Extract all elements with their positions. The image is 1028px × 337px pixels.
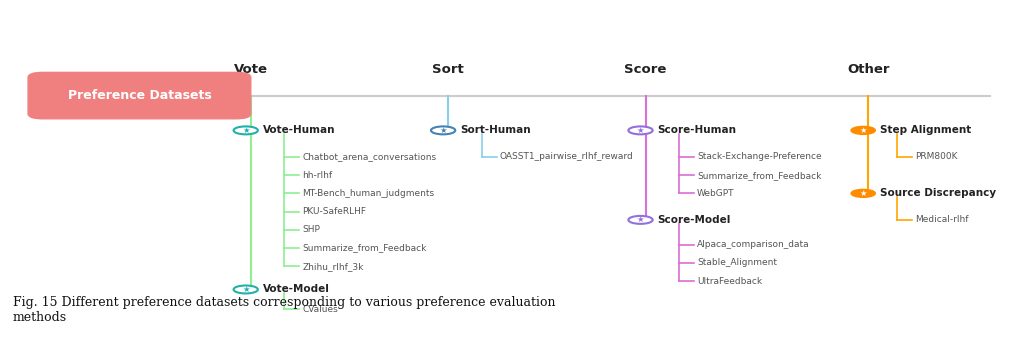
Text: ★: ★ (439, 126, 447, 135)
Circle shape (851, 189, 876, 197)
Text: WebGPT: WebGPT (697, 189, 735, 198)
Text: SHP: SHP (302, 225, 321, 234)
Text: PKU-SafeRLHF: PKU-SafeRLHF (302, 207, 366, 216)
Text: OASST1_pairwise_rlhf_reward: OASST1_pairwise_rlhf_reward (500, 152, 633, 161)
Text: ★: ★ (859, 126, 867, 135)
Text: ★: ★ (636, 126, 645, 135)
Text: Chatbot_arena_conversations: Chatbot_arena_conversations (302, 152, 437, 161)
Text: CValues: CValues (302, 305, 338, 314)
Text: ★: ★ (636, 215, 645, 224)
Circle shape (431, 126, 455, 134)
Text: Score: Score (624, 63, 667, 76)
Text: Zhihu_rlhf_3k: Zhihu_rlhf_3k (302, 262, 364, 271)
Text: Stack-Exchange-Preference: Stack-Exchange-Preference (697, 152, 821, 161)
Circle shape (233, 285, 258, 294)
Text: Stable_Alignment: Stable_Alignment (697, 258, 777, 268)
Text: Summarize_from_Feedback: Summarize_from_Feedback (697, 171, 821, 180)
Text: Sort-Human: Sort-Human (461, 125, 530, 135)
Text: Alpaca_comparison_data: Alpaca_comparison_data (697, 240, 810, 249)
Text: hh-rlhf: hh-rlhf (302, 171, 332, 180)
Text: Sort: Sort (433, 63, 464, 76)
Text: Preference Datasets: Preference Datasets (68, 89, 212, 102)
Circle shape (233, 126, 258, 134)
Text: Source Discrepancy: Source Discrepancy (880, 188, 996, 198)
Text: Fig. 15 Different preference datasets corresponding to various preference evalua: Fig. 15 Different preference datasets co… (13, 296, 555, 324)
Text: UltraFeedback: UltraFeedback (697, 277, 763, 286)
Text: Vote-Model: Vote-Model (263, 284, 330, 295)
Text: MT-Bench_human_judgments: MT-Bench_human_judgments (302, 189, 435, 198)
Text: PRM800K: PRM800K (915, 152, 957, 161)
Circle shape (628, 126, 653, 134)
Text: Vote: Vote (233, 63, 267, 76)
Circle shape (628, 216, 653, 224)
Text: Step Alignment: Step Alignment (880, 125, 971, 135)
Text: Score-Human: Score-Human (658, 125, 737, 135)
Text: Score-Model: Score-Model (658, 215, 731, 225)
Text: ★: ★ (242, 126, 250, 135)
Text: Other: Other (847, 63, 889, 76)
Text: Summarize_from_Feedback: Summarize_from_Feedback (302, 244, 427, 252)
Text: Vote-Human: Vote-Human (263, 125, 335, 135)
FancyBboxPatch shape (28, 72, 251, 119)
Text: Medical-rlhf: Medical-rlhf (915, 215, 968, 224)
Text: ★: ★ (242, 285, 250, 294)
Text: ★: ★ (859, 189, 867, 198)
Circle shape (851, 126, 876, 134)
